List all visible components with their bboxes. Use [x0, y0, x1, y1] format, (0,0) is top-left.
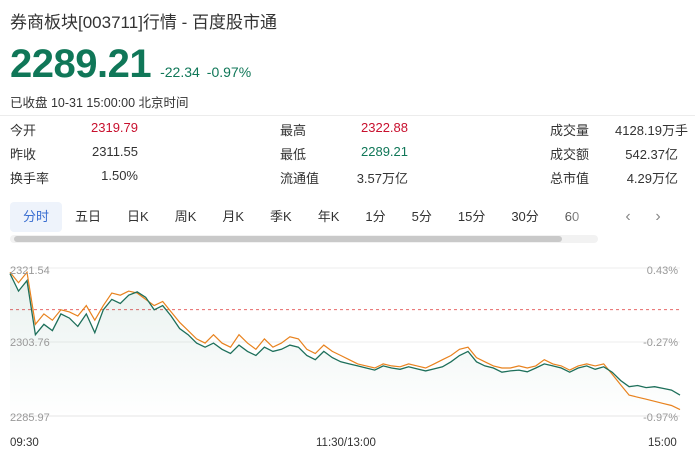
stat-value: 1.50%: [101, 168, 138, 183]
tab-five-day[interactable]: 五日: [75, 209, 102, 224]
x-label-open: 09:30: [10, 437, 39, 449]
x-label-midday: 11:30/13:00: [316, 437, 376, 449]
chevron-right-icon[interactable]: ›: [655, 208, 661, 225]
stat-label: 今开: [10, 123, 37, 138]
stat-value: 4.29万亿: [626, 171, 678, 186]
y-label-bottom: 2285.97: [10, 412, 50, 424]
stat-label: 换手率: [10, 171, 50, 186]
quote-summary: 2289.21 -22.34 -0.97%: [10, 44, 251, 88]
y-pct-label-bottom: -0.97%: [643, 412, 678, 424]
last-price: 2289.21: [10, 42, 152, 86]
y-label-top: 2321.54: [10, 265, 50, 277]
stat-label: 成交量: [550, 123, 590, 138]
stat-value: 2322.88: [361, 120, 408, 135]
stat-value: 542.37亿: [625, 147, 678, 162]
y-pct-label-top: 0.43%: [647, 265, 678, 277]
stat-amount: 成交额 542.37亿: [550, 144, 678, 163]
divider: [0, 115, 695, 116]
stat-high: 最高 2322.88: [280, 120, 408, 139]
scrollbar-thumb[interactable]: [14, 236, 562, 242]
stat-volume: 成交量 4128.19万手: [550, 120, 688, 139]
tab-intraday[interactable]: 分时: [10, 202, 63, 232]
y-pct-label-mid: -0.27%: [643, 337, 678, 349]
tab-yearly-k[interactable]: 年K: [317, 209, 340, 224]
stat-turnover-rate: 换手率 1.50%: [10, 168, 138, 187]
average-price-line: [9, 270, 681, 411]
page-title: 券商板块[003711]行情 - 百度股市通: [10, 13, 278, 32]
tab-daily-k[interactable]: 日K: [127, 209, 149, 224]
price-change-percent: -0.97%: [206, 64, 252, 80]
stats-grid: 今开 2319.79 昨收 2311.55 换手率 1.50% 最高 2322.…: [10, 120, 690, 190]
tab-quarterly-k[interactable]: 季K: [270, 209, 292, 224]
x-label-close: 15:00: [648, 437, 677, 449]
stat-label: 昨收: [10, 147, 37, 162]
intraday-chart[interactable]: 2321.54 2303.76 2285.97 0.43% -0.27% -0.…: [0, 258, 695, 428]
stat-label: 总市值: [550, 171, 590, 186]
stat-low: 最低 2289.21: [280, 144, 408, 163]
stat-label: 最高: [280, 123, 307, 138]
stat-value: 2289.21: [361, 144, 408, 159]
tab-monthly-k[interactable]: 月K: [222, 209, 245, 224]
stat-label: 流通值: [280, 171, 320, 186]
chevron-left-icon[interactable]: ‹: [625, 208, 631, 225]
tab-30min[interactable]: 30分: [511, 209, 539, 224]
tabs-fade: [560, 202, 612, 232]
stat-value: 3.57万亿: [356, 171, 408, 186]
stat-value: 2319.79: [91, 120, 138, 135]
price-line: [9, 273, 681, 396]
stat-prev-close: 昨收 2311.55: [10, 144, 138, 163]
period-tabs: 分时 五日 日K 周K 月K 季K 年K 1分 5分 15分 30分 60: [10, 202, 610, 232]
stat-label: 成交额: [550, 147, 590, 162]
tabs-scrollbar[interactable]: [10, 235, 598, 243]
market-status: 已收盘 10-31 15:00:00 北京时间: [10, 96, 189, 110]
stat-value: 2311.55: [91, 144, 138, 159]
tab-5min[interactable]: 5分: [411, 209, 432, 224]
stat-label: 最低: [280, 147, 307, 162]
y-label-mid: 2303.76: [10, 337, 50, 349]
stat-value: 4128.19万手: [615, 123, 688, 138]
tab-15min[interactable]: 15分: [457, 209, 486, 224]
stat-float-value: 流通值 3.57万亿: [280, 168, 408, 187]
tab-1min[interactable]: 1分: [365, 209, 386, 224]
stat-market-cap: 总市值 4.29万亿: [550, 168, 678, 187]
price-change: -22.34: [160, 64, 200, 80]
stat-open: 今开 2319.79: [10, 120, 138, 139]
tab-weekly-k[interactable]: 周K: [174, 209, 197, 224]
price-area-fill: [10, 273, 680, 416]
